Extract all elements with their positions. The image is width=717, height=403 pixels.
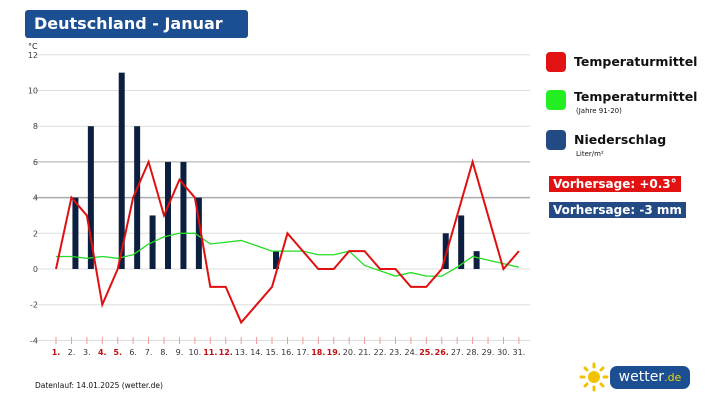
x-tick-label: 28. <box>466 348 479 357</box>
x-tick-label: 5. <box>113 348 122 357</box>
legend-swatch-blue <box>546 130 566 150</box>
x-tick-label: 14. <box>250 348 263 357</box>
legend-label: Niederschlag <box>574 132 667 147</box>
x-tick-label: 20. <box>343 348 356 357</box>
x-tick-label: 25. <box>419 348 433 357</box>
x-tick-label: 15. <box>266 348 279 357</box>
temp-line <box>55 158 520 325</box>
chart-title: Deutschland - Januar <box>25 10 248 38</box>
y-tick-label: 0 <box>33 265 38 274</box>
precip-bar <box>180 161 187 269</box>
precip-bar <box>442 233 449 269</box>
x-tick-label: 26. <box>435 348 449 357</box>
y-tick-label: 2 <box>33 229 38 238</box>
x-tick-label: 7. <box>145 348 153 357</box>
x-tick-label: 18. <box>311 348 325 357</box>
forecast-precip-badge: Vorhersage: -3 mm <box>549 202 686 218</box>
x-tick-label: 21. <box>358 348 371 357</box>
x-tick-label: 22. <box>374 348 387 357</box>
precip-bar <box>118 72 125 270</box>
x-tick-label: 6. <box>129 348 137 357</box>
x-tick-label: 16. <box>281 348 294 357</box>
y-axis-unit: °C <box>28 42 38 51</box>
x-tick-label: 27. <box>451 348 464 357</box>
y-tick-label: -4 <box>30 336 38 345</box>
y-tick-label: 8 <box>33 122 38 131</box>
precip-bar <box>87 126 94 269</box>
x-tick-label: 24. <box>405 348 418 357</box>
x-tick-label: 17. <box>297 348 310 357</box>
y-tick-label: 4 <box>33 194 38 203</box>
precip-bar <box>473 251 480 269</box>
x-tick-label: 30. <box>497 348 510 357</box>
sun-icon <box>579 362 609 392</box>
x-tick-label: 2. <box>68 348 76 357</box>
x-tick-label: 19. <box>327 348 341 357</box>
x-tick-label: 3. <box>83 348 91 357</box>
legend-swatch-green <box>546 90 566 110</box>
legend-label: Temperaturmittel <box>574 54 698 69</box>
x-tick-label: 1. <box>52 348 61 357</box>
x-tick-label: 12. <box>219 348 233 357</box>
x-tick-label: 9. <box>176 348 184 357</box>
y-tick-label: -2 <box>30 301 38 310</box>
legend-sublabel: Liter/m² <box>576 150 604 158</box>
precip-bar <box>195 197 202 269</box>
x-tick-label: 29. <box>482 348 495 357</box>
y-tick-label: 12 <box>28 51 38 60</box>
logo-suffix: .de <box>664 371 682 384</box>
footer-data-run: Datenlauf: 14.01.2025 (wetter.de) <box>35 381 163 390</box>
wetter-de-logo[interactable]: wetter.de <box>610 366 690 389</box>
legend-label: Temperaturmittel <box>574 89 698 104</box>
y-tick-label: 6 <box>33 158 38 167</box>
precip-bar <box>273 251 280 269</box>
x-tick-label: 8. <box>160 348 168 357</box>
x-tick-label: 23. <box>389 348 402 357</box>
precip-bar <box>72 197 79 269</box>
logo-text: wetter <box>618 369 665 385</box>
forecast-temp-badge: Vorhersage: +0.3° <box>549 176 681 192</box>
precip-bar <box>165 161 172 269</box>
x-tick-label: 13. <box>235 348 248 357</box>
x-tick-label: 4. <box>98 348 107 357</box>
x-tick-label: 11. <box>203 348 217 357</box>
legend-sublabel: (Jahre 91-20) <box>576 107 622 115</box>
x-tick-label: 10. <box>189 348 202 357</box>
y-tick-label: 10 <box>28 87 38 96</box>
x-tick-label: 31. <box>513 348 526 357</box>
legend-swatch-red <box>546 52 566 72</box>
precip-bar <box>134 126 141 269</box>
precip-bar <box>458 215 465 269</box>
